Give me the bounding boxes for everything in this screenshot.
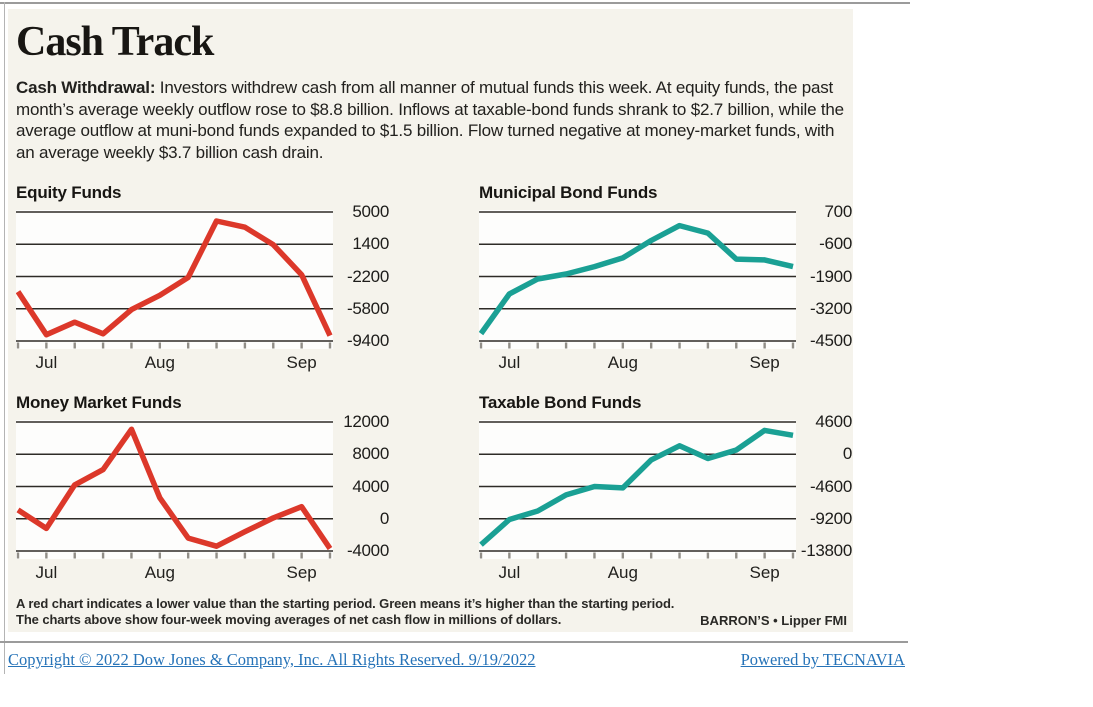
- charts-grid: Equity Funds 5000 1400 -2200 -5800 -9400 Jul…: [16, 183, 852, 583]
- y-axis-label: -4500: [810, 331, 852, 350]
- chart-title: Equity Funds: [16, 183, 122, 202]
- y-axis-label: -9400: [347, 331, 389, 350]
- equity-funds-series-line: [16, 218, 333, 338]
- y-axis-label: -2200: [347, 266, 389, 286]
- chart-taxable-bond-funds: Taxable Bond Funds 4600 0 -4600 -9200 -13800…: [479, 393, 856, 583]
- y-axis-label: 700: [824, 202, 853, 221]
- x-axis-label: Jul: [35, 353, 58, 372]
- x-axis-label: Jul: [498, 353, 521, 372]
- x-axis-label: Aug: [607, 563, 638, 582]
- municipal-bond-funds-plot: [479, 210, 796, 349]
- money-market-funds-plot: [16, 420, 333, 559]
- intro-lead: Cash Withdrawal:: [16, 78, 156, 97]
- tecnavia-link[interactable]: Powered by TECNAVIA: [740, 650, 905, 669]
- chart-title: Municipal Bond Funds: [479, 183, 658, 202]
- chart-equity-funds: Equity Funds 5000 1400 -2200 -5800 -9400 Jul…: [16, 183, 393, 373]
- copyright-link[interactable]: Copyright © 2022 Dow Jones & Company, In…: [8, 650, 536, 669]
- y-axis: 5000 1400 -2200 -5800 -9400: [333, 202, 393, 350]
- x-axis-label: Aug: [144, 563, 175, 582]
- y-axis-label: -3200: [810, 298, 852, 318]
- y-axis-label: -5800: [347, 298, 389, 318]
- x-axis: Jul Aug Sep: [16, 349, 333, 373]
- chart-footnote: A red chart indicates a lower value than…: [16, 596, 674, 628]
- y-axis: 4600 0 -4600 -9200 -13800: [796, 412, 856, 560]
- y-axis-label: 0: [842, 444, 852, 464]
- x-axis-label: Sep: [286, 563, 317, 582]
- equity-funds-plot: [16, 210, 333, 349]
- x-axis-label: Jul: [35, 563, 58, 582]
- top-divider: [0, 2, 910, 4]
- y-axis: 12000 8000 4000 0 -4000: [333, 412, 393, 560]
- y-axis-label: -13800: [800, 541, 852, 560]
- chart-title: Money Market Funds: [16, 393, 182, 412]
- intro-body: Investors withdrew cash from all manner …: [16, 78, 844, 162]
- y-axis-label: -600: [819, 234, 852, 254]
- y-axis-label: -9200: [810, 508, 852, 528]
- y-axis-label: 0: [379, 508, 389, 528]
- x-axis: Jul Aug Sep: [16, 559, 333, 583]
- bottom-divider: [0, 641, 908, 643]
- y-axis-label: 12000: [343, 412, 389, 431]
- x-axis: Jul Aug Sep: [479, 349, 796, 373]
- footnote-line-2: The charts above show four-week moving a…: [16, 612, 562, 627]
- y-axis-label: 4000: [352, 476, 389, 496]
- money-market-funds-series-line: [16, 426, 333, 551]
- x-axis-label: Sep: [749, 353, 780, 372]
- source-credit: BARRON’S • Lipper FMI: [700, 613, 847, 628]
- y-axis-label: 8000: [352, 444, 389, 464]
- x-axis-label: Aug: [144, 353, 175, 372]
- left-frame-line: [4, 2, 5, 674]
- links-row: Copyright © 2022 Dow Jones & Company, In…: [8, 650, 905, 670]
- chart-municipal-bond-funds: Municipal Bond Funds 700 -600 -1900 -3200 -4…: [479, 183, 856, 373]
- article-title: Cash Track: [16, 19, 214, 65]
- chart-title: Taxable Bond Funds: [479, 393, 642, 412]
- municipal-bond-funds-series-line: [479, 222, 794, 336]
- y-axis-label: -4600: [810, 476, 852, 496]
- y-axis-label: 4600: [815, 412, 852, 431]
- footnote-line-1: A red chart indicates a lower value than…: [16, 596, 675, 611]
- y-axis-label: 1400: [352, 234, 389, 254]
- y-axis-label: -1900: [810, 266, 852, 286]
- y-axis-label: -4000: [347, 541, 389, 560]
- x-axis-label: Sep: [749, 563, 780, 582]
- taxable-bond-funds-plot: [479, 420, 796, 559]
- chart-money-market-funds: Money Market Funds 12000 8000 4000 0 -4000 J…: [16, 393, 393, 583]
- taxable-bond-funds-series-line: [479, 427, 794, 547]
- x-axis-label: Sep: [286, 353, 317, 372]
- y-axis-label: 5000: [352, 202, 389, 221]
- x-axis-label: Jul: [498, 563, 521, 582]
- article-intro: Cash Withdrawal: Investors withdrew cash…: [16, 77, 847, 163]
- footnote-row: A red chart indicates a lower value than…: [16, 596, 847, 628]
- x-axis: Jul Aug Sep: [479, 559, 796, 583]
- y-axis: 700 -600 -1900 -3200 -4500: [796, 202, 856, 350]
- article-panel: Cash Track Cash Withdrawal: Investors wi…: [8, 9, 853, 632]
- x-axis-label: Aug: [607, 353, 638, 372]
